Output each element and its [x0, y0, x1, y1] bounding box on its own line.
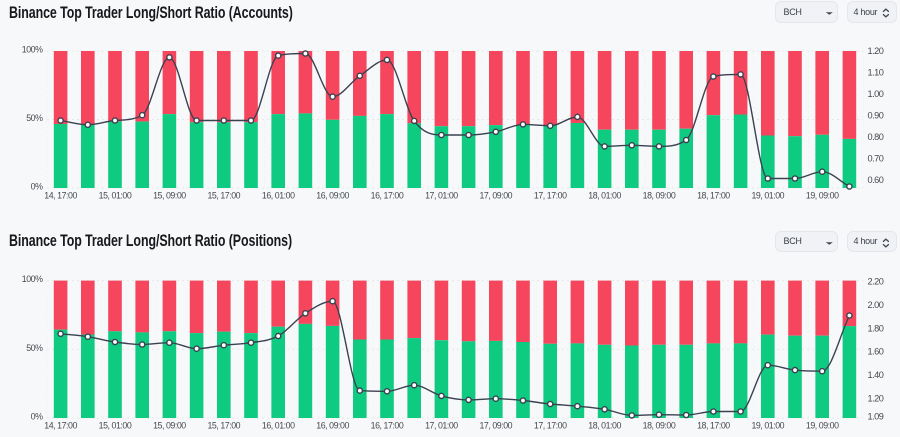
svg-text:18, 01:00: 18, 01:00 — [588, 191, 621, 201]
svg-text:17, 01:00: 17, 01:00 — [425, 191, 458, 201]
svg-text:0%: 0% — [31, 412, 43, 422]
svg-text:14, 17:00: 14, 17:00 — [44, 420, 77, 430]
svg-text:19, 09:00: 19, 09:00 — [806, 420, 839, 430]
svg-text:18, 17:00: 18, 17:00 — [697, 191, 730, 201]
svg-text:17, 09:00: 17, 09:00 — [479, 420, 512, 430]
svg-text:50%: 50% — [26, 343, 43, 353]
svg-text:17, 17:00: 17, 17:00 — [534, 420, 567, 430]
svg-text:15, 09:00: 15, 09:00 — [153, 420, 186, 430]
svg-text:16, 17:00: 16, 17:00 — [371, 420, 404, 430]
svg-text:100%: 100% — [22, 45, 43, 55]
svg-text:17, 09:00: 17, 09:00 — [479, 191, 512, 201]
svg-text:15, 17:00: 15, 17:00 — [207, 191, 240, 201]
svg-text:19, 01:00: 19, 01:00 — [751, 191, 784, 201]
svg-text:17, 17:00: 17, 17:00 — [534, 191, 567, 201]
svg-text:50%: 50% — [26, 113, 43, 123]
svg-text:1.80: 1.80 — [868, 323, 884, 333]
svg-text:100%: 100% — [22, 274, 43, 284]
svg-text:16, 09:00: 16, 09:00 — [316, 420, 349, 430]
svg-text:0%: 0% — [31, 182, 43, 192]
svg-text:0.60: 0.60 — [868, 175, 884, 185]
svg-text:15, 01:00: 15, 01:00 — [99, 420, 132, 430]
svg-text:16, 09:00: 16, 09:00 — [316, 191, 349, 201]
svg-text:18, 17:00: 18, 17:00 — [697, 420, 730, 430]
svg-text:1.09: 1.09 — [868, 412, 884, 422]
svg-text:1.20: 1.20 — [868, 46, 884, 56]
svg-text:19, 01:00: 19, 01:00 — [751, 420, 784, 430]
svg-text:1.60: 1.60 — [868, 347, 884, 357]
svg-text:16, 17:00: 16, 17:00 — [371, 191, 404, 201]
svg-text:15, 09:00: 15, 09:00 — [153, 191, 186, 201]
svg-text:15, 17:00: 15, 17:00 — [207, 420, 240, 430]
svg-text:19, 09:00: 19, 09:00 — [806, 191, 839, 201]
svg-text:18, 09:00: 18, 09:00 — [643, 420, 676, 430]
svg-text:0.90: 0.90 — [868, 111, 884, 121]
svg-text:1.10: 1.10 — [868, 68, 884, 78]
svg-text:1.20: 1.20 — [868, 394, 884, 404]
svg-text:18, 01:00: 18, 01:00 — [588, 420, 621, 430]
svg-text:16, 01:00: 16, 01:00 — [262, 420, 295, 430]
svg-text:2.00: 2.00 — [868, 300, 884, 310]
svg-text:2.20: 2.20 — [868, 277, 884, 287]
svg-text:0.80: 0.80 — [868, 132, 884, 142]
svg-text:18, 09:00: 18, 09:00 — [643, 191, 676, 201]
svg-text:1.40: 1.40 — [868, 370, 884, 380]
svg-text:1.00: 1.00 — [868, 89, 884, 99]
svg-text:15, 01:00: 15, 01:00 — [99, 191, 132, 201]
svg-text:17, 01:00: 17, 01:00 — [425, 420, 458, 430]
svg-text:16, 01:00: 16, 01:00 — [262, 191, 295, 201]
svg-text:0.70: 0.70 — [868, 154, 884, 164]
svg-text:14, 17:00: 14, 17:00 — [44, 191, 77, 201]
